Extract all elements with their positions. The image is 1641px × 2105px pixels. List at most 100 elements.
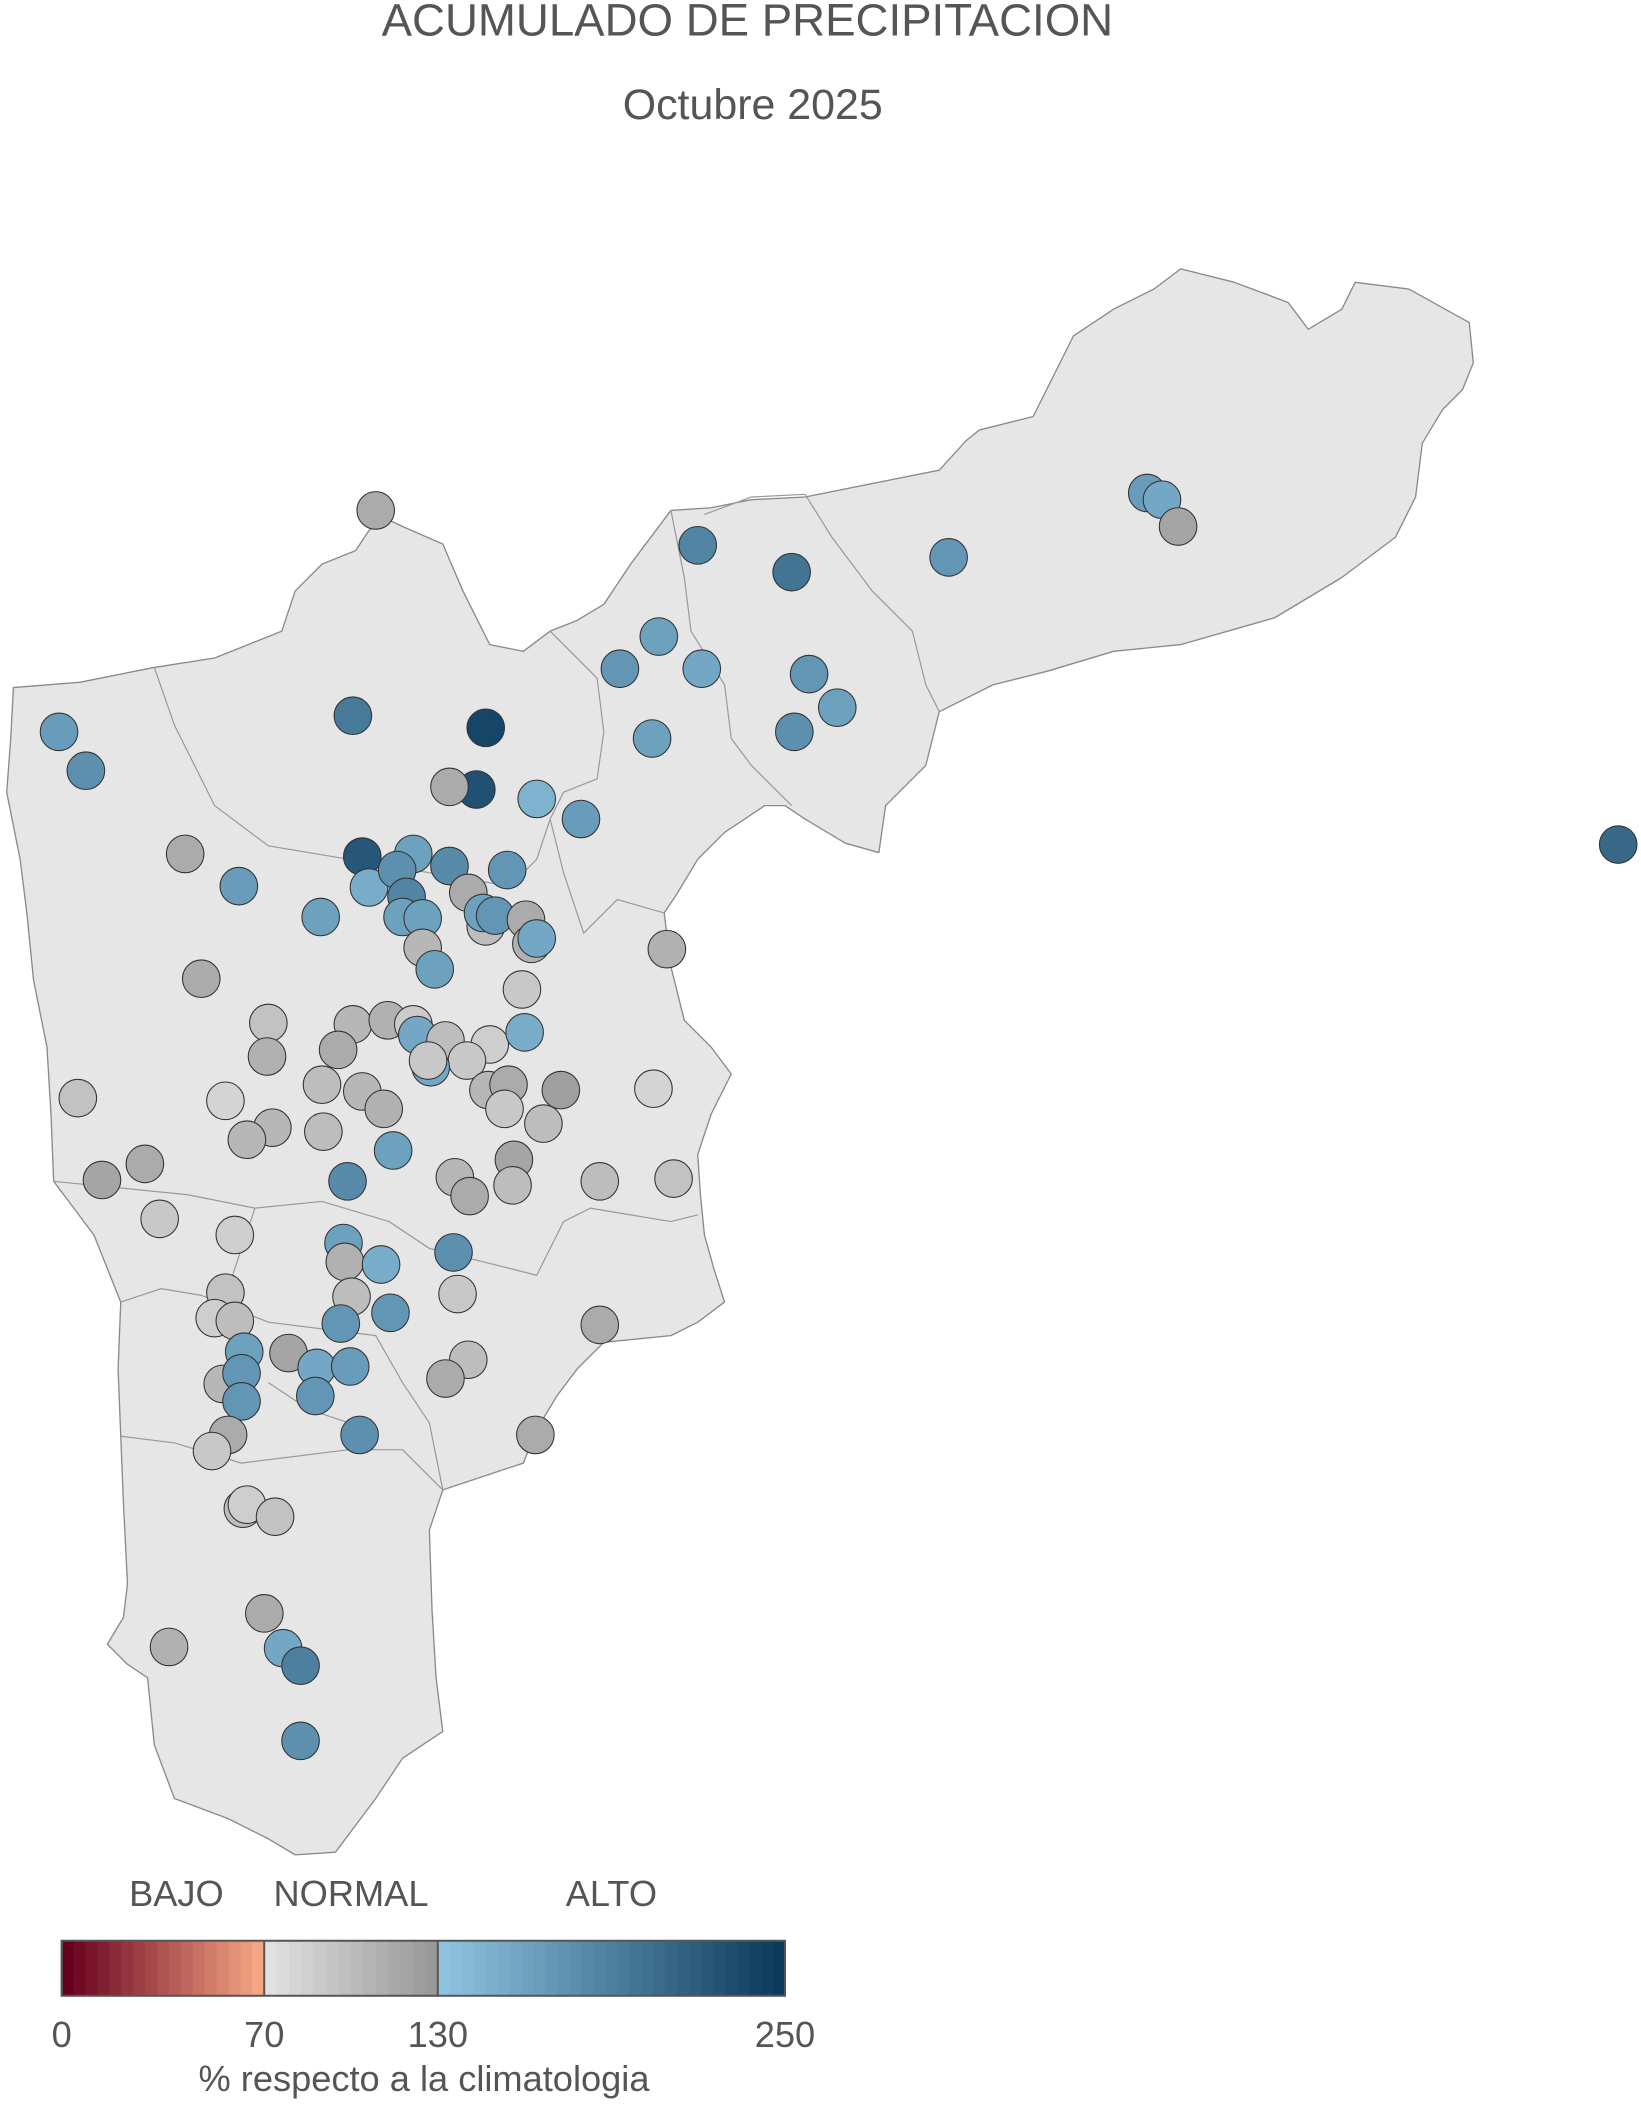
colorbar-step [313,1940,328,1996]
colorbar-step [375,1940,390,1996]
station-point [247,1037,287,1076]
colorbar-step [133,1940,146,1996]
colorbar-step [157,1940,170,1996]
station-point [466,708,506,748]
colorbar-step [326,1940,340,1996]
station-point [408,1041,448,1080]
station-point [227,1120,267,1160]
colorbar-step [725,1940,738,1996]
colorbar-step [605,1940,619,1996]
colorbar-step [338,1940,352,1996]
station-point [505,1013,544,1052]
station-point [140,1199,179,1239]
colorbar-step [121,1940,134,1996]
station-point [430,846,469,886]
station-point [321,1304,361,1343]
station-point [1158,507,1198,546]
colorbar-step [109,1940,123,1996]
station-point [430,767,469,807]
station-point [219,866,259,906]
colorbar-step [737,1940,750,1996]
colorbar-step [425,1940,439,1996]
colorbar-step [689,1940,702,1996]
station-point [125,1144,165,1184]
colorbar-step [264,1940,278,1996]
colorbar-step [461,1940,475,1996]
station-point [318,1030,358,1070]
station-point [580,1161,620,1201]
station-point [364,1089,404,1129]
station-point [438,1274,477,1314]
colorbar-step [617,1940,631,1996]
station-point [222,1382,261,1421]
colorbar-step [509,1940,523,1996]
colorbar-step [749,1940,762,1996]
colorbar-step [400,1940,414,1996]
station-point [149,1627,189,1667]
colorbar-step [180,1940,194,1996]
colorbar-step [437,1940,451,1996]
colorbar-step [388,1940,402,1996]
colorbar-step [168,1940,182,1996]
station-point [82,1160,122,1200]
station-point [361,1245,401,1284]
colorbar-step [351,1940,365,1996]
chart-subtitle: Octubre 2025 [623,81,883,129]
station-point [647,929,687,969]
station-point [678,525,718,565]
colorbar-step [641,1940,655,1996]
station-point [561,799,601,839]
station-point [181,959,221,999]
colorbar-step [665,1940,679,1996]
colorbar-step [228,1940,242,1996]
station-point [340,1415,379,1455]
colorbar-step [713,1940,726,1996]
colorbar-step [761,1940,774,1996]
station-point [487,850,527,890]
colorbar-step [204,1940,218,1996]
colorbar-step [533,1940,547,1996]
colorbar-step [413,1940,427,1996]
station-point [434,1233,473,1272]
station-point [304,1112,343,1151]
station-point [485,1089,524,1129]
station-point [328,1161,367,1201]
station-point [516,1415,555,1455]
colorbar-step [629,1940,643,1996]
station-point [929,538,968,577]
station-point [634,1069,673,1109]
colorbar-step [569,1940,583,1996]
station-point [580,1305,620,1345]
colorbar-step [97,1940,111,1996]
station-point [371,1293,410,1333]
colorbar-class-label: BAJO [129,1873,224,1914]
station-point [58,1078,98,1118]
map-outline [6,268,1474,1856]
colorbar-step [73,1940,87,1996]
colorbar-title: % respecto a la climatologia [199,2058,651,2099]
colorbar-step [677,1940,690,1996]
district-border [549,493,940,935]
colorbar-tick-label: 70 [244,2014,284,2055]
colorbar-class-label: NORMAL [274,1873,429,1914]
colorbar-tick-label: 250 [755,2014,815,2055]
station-point [302,1065,342,1105]
station-point [654,1159,693,1198]
colorbar-step [252,1940,266,1996]
station-point [333,696,373,736]
station-point [415,949,455,989]
station-point [255,1497,295,1537]
colorbar-step [557,1940,571,1996]
station-point [245,1594,284,1633]
station-point [524,1104,563,1143]
colorbar-tick-label: 0 [52,2014,72,2055]
colorbar-step [449,1940,463,1996]
station-point [639,617,679,656]
station-point [502,970,542,1009]
station-point [817,688,857,727]
station-point [330,1347,370,1386]
station-point [165,834,205,874]
station-point [356,491,396,530]
station-point [789,654,829,694]
